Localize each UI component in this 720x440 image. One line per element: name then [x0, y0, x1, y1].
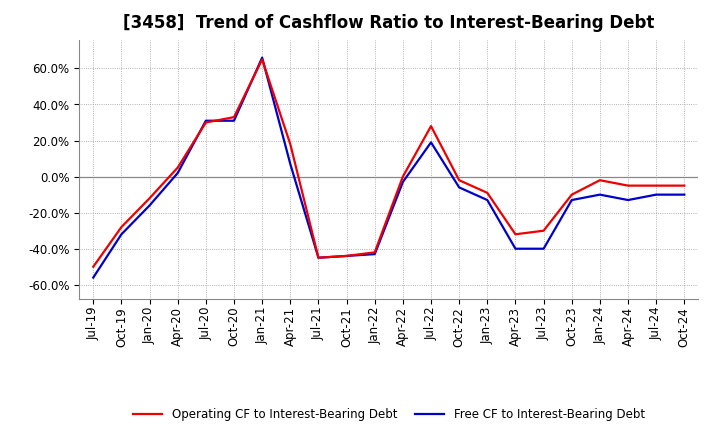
Free CF to Interest-Bearing Debt [567, 198, 576, 203]
Operating CF to Interest-Bearing Debt [427, 124, 436, 129]
Operating CF to Interest-Bearing Debt [230, 114, 238, 120]
Operating CF to Interest-Bearing Debt [89, 264, 98, 269]
Free CF to Interest-Bearing Debt [483, 198, 492, 203]
Operating CF to Interest-Bearing Debt [595, 178, 604, 183]
Free CF to Interest-Bearing Debt [286, 161, 294, 167]
Free CF to Interest-Bearing Debt [680, 192, 688, 197]
Operating CF to Interest-Bearing Debt [342, 253, 351, 259]
Operating CF to Interest-Bearing Debt [258, 57, 266, 62]
Free CF to Interest-Bearing Debt [399, 180, 408, 185]
Free CF to Interest-Bearing Debt [117, 231, 126, 237]
Free CF to Interest-Bearing Debt [624, 198, 632, 203]
Free CF to Interest-Bearing Debt [511, 246, 520, 251]
Operating CF to Interest-Bearing Debt [202, 120, 210, 125]
Free CF to Interest-Bearing Debt [539, 246, 548, 251]
Free CF to Interest-Bearing Debt [595, 192, 604, 197]
Free CF to Interest-Bearing Debt [652, 192, 660, 197]
Operating CF to Interest-Bearing Debt [455, 178, 464, 183]
Free CF to Interest-Bearing Debt [202, 118, 210, 123]
Operating CF to Interest-Bearing Debt [624, 183, 632, 188]
Free CF to Interest-Bearing Debt [370, 252, 379, 257]
Free CF to Interest-Bearing Debt [342, 253, 351, 259]
Free CF to Interest-Bearing Debt [230, 118, 238, 123]
Line: Free CF to Interest-Bearing Debt: Free CF to Interest-Bearing Debt [94, 58, 684, 278]
Operating CF to Interest-Bearing Debt [567, 192, 576, 197]
Free CF to Interest-Bearing Debt [174, 170, 182, 176]
Operating CF to Interest-Bearing Debt [483, 190, 492, 195]
Operating CF to Interest-Bearing Debt [511, 231, 520, 237]
Operating CF to Interest-Bearing Debt [399, 174, 408, 179]
Free CF to Interest-Bearing Debt [314, 255, 323, 260]
Free CF to Interest-Bearing Debt [89, 275, 98, 280]
Operating CF to Interest-Bearing Debt [145, 196, 154, 201]
Title: [3458]  Trend of Cashflow Ratio to Interest-Bearing Debt: [3458] Trend of Cashflow Ratio to Intere… [123, 15, 654, 33]
Legend: Operating CF to Interest-Bearing Debt, Free CF to Interest-Bearing Debt: Operating CF to Interest-Bearing Debt, F… [128, 404, 649, 426]
Operating CF to Interest-Bearing Debt [539, 228, 548, 233]
Operating CF to Interest-Bearing Debt [286, 142, 294, 147]
Free CF to Interest-Bearing Debt [455, 185, 464, 190]
Operating CF to Interest-Bearing Debt [652, 183, 660, 188]
Free CF to Interest-Bearing Debt [258, 55, 266, 60]
Free CF to Interest-Bearing Debt [145, 203, 154, 208]
Operating CF to Interest-Bearing Debt [174, 165, 182, 170]
Operating CF to Interest-Bearing Debt [680, 183, 688, 188]
Operating CF to Interest-Bearing Debt [117, 224, 126, 230]
Operating CF to Interest-Bearing Debt [314, 255, 323, 260]
Free CF to Interest-Bearing Debt [427, 140, 436, 145]
Operating CF to Interest-Bearing Debt [370, 249, 379, 255]
Line: Operating CF to Interest-Bearing Debt: Operating CF to Interest-Bearing Debt [94, 59, 684, 267]
